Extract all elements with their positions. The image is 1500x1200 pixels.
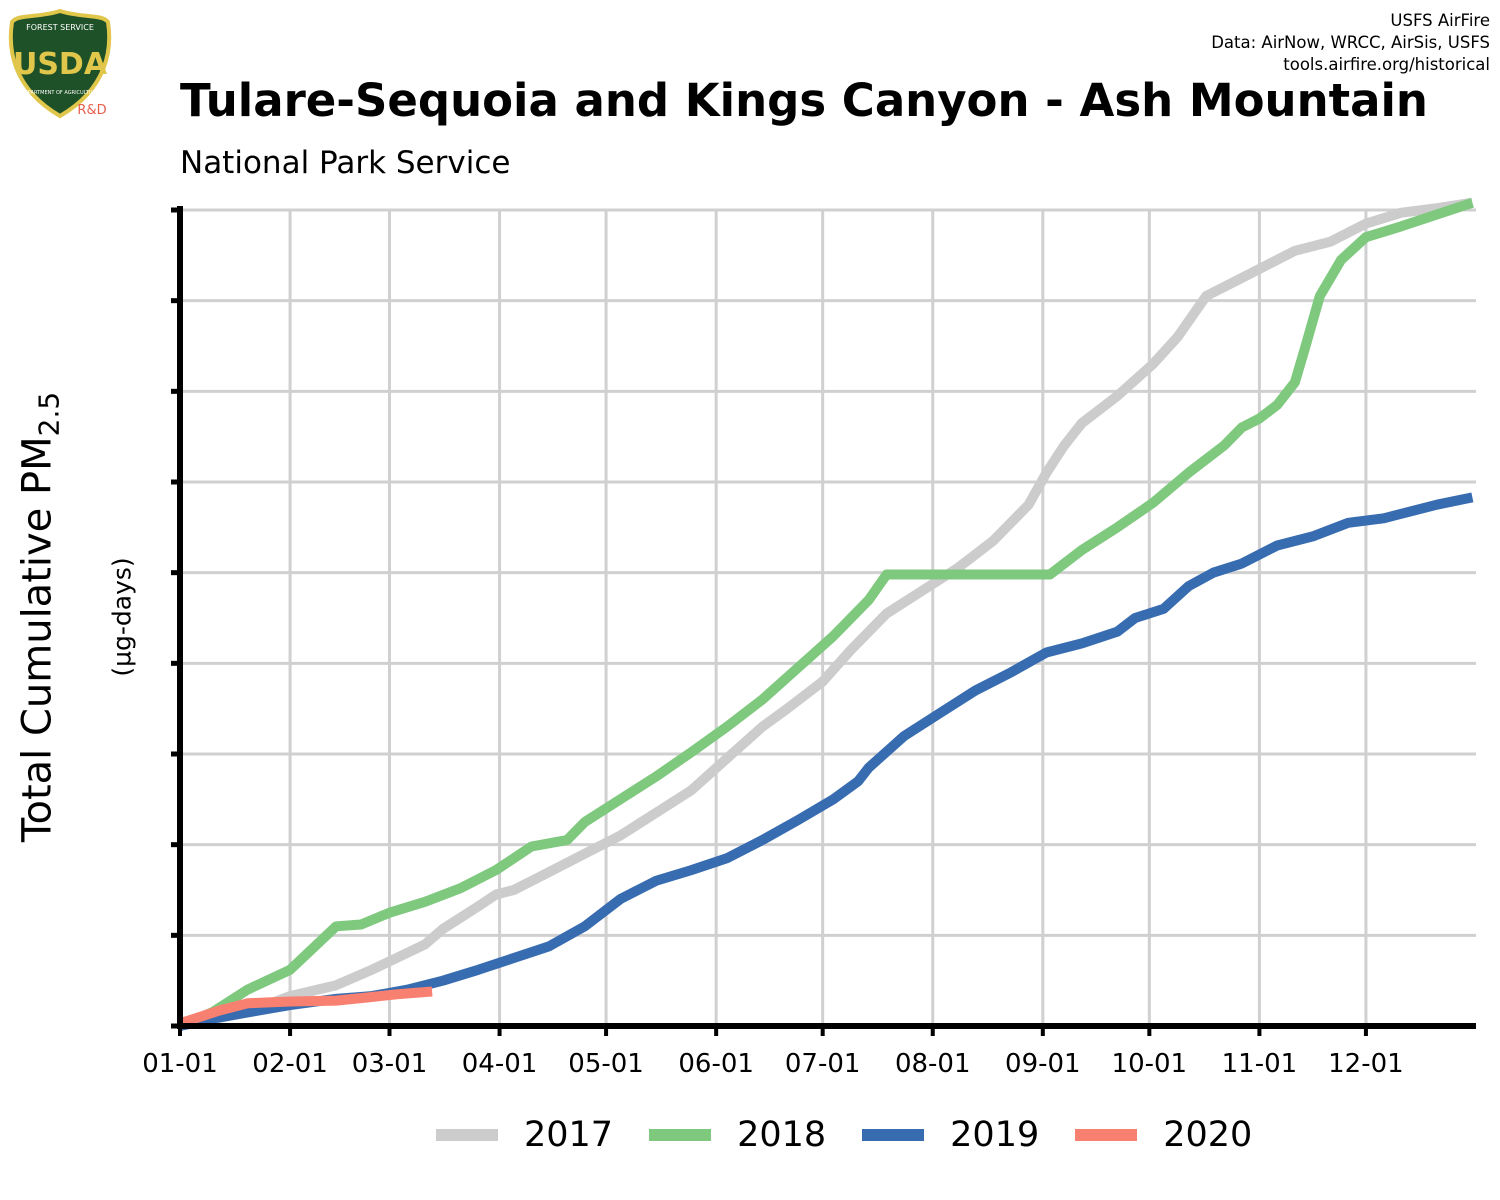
x-tick-label: 12-01 [1328, 1049, 1404, 1079]
x-tick-label: 08-01 [895, 1049, 971, 1079]
legend-item-2019: 2019 [862, 1115, 1039, 1155]
legend-item-2017: 2017 [436, 1115, 613, 1155]
series-line-2020 [178, 986, 433, 1029]
x-tick-label: 06-01 [678, 1049, 754, 1079]
legend-swatch [436, 1129, 498, 1141]
x-tick-label: 10-01 [1112, 1049, 1188, 1079]
data-series [178, 197, 1474, 1031]
legend-label: 2019 [950, 1115, 1040, 1155]
x-tick-label: 05-01 [568, 1049, 644, 1079]
credits-block: USFS AirFire Data: AirNow, WRCC, AirSis,… [1211, 10, 1490, 76]
usda-forest-service-logo: FOREST SERVICE USDA DEPARTMENT OF AGRICU… [8, 8, 112, 120]
gridlines [178, 208, 1476, 1028]
x-tick-label: 01-01 [142, 1049, 218, 1079]
chart-title: Tulare-Sequoia and Kings Canyon - Ash Mo… [180, 74, 1428, 127]
legend-label: 2017 [524, 1115, 614, 1155]
legend-item-2018: 2018 [649, 1115, 826, 1155]
credit-line-url: tools.airfire.org/historical [1283, 55, 1490, 74]
logo-shield-shape [8, 8, 112, 119]
logo-letters: USDA [13, 47, 108, 82]
axes: 01-01 02-01 03-01 04-01 05-01 06-01 07-01 08-01… [142, 206, 1476, 1079]
series-line-2019 [178, 492, 1474, 1031]
x-tick-label: 02-01 [252, 1049, 328, 1079]
x-tick-label: 11-01 [1222, 1049, 1298, 1079]
legend-item-2020: 2020 [1075, 1115, 1252, 1155]
series-line-2018 [178, 197, 1474, 1031]
logo-bottom-text: DEPARTMENT OF AGRICULTURE [21, 90, 99, 96]
legend-swatch [862, 1129, 925, 1141]
legend-label: 2020 [1163, 1115, 1253, 1155]
credit-line-airfire: USFS AirFire [1390, 11, 1490, 30]
legend-swatch [649, 1129, 712, 1141]
x-tick-label: 07-01 [785, 1049, 861, 1079]
logo-tag: R&D [77, 103, 106, 118]
x-tick-label: 04-01 [462, 1049, 538, 1079]
x-tick-label: 09-01 [1005, 1049, 1081, 1079]
legend-label: 2018 [737, 1115, 827, 1155]
legend-swatch [1075, 1129, 1138, 1141]
credit-line-data-sources: Data: AirNow, WRCC, AirSis, USFS [1211, 33, 1490, 52]
x-tick-label: 03-01 [352, 1049, 428, 1079]
logo-top-text: FOREST SERVICE [26, 23, 94, 32]
series-line-2017 [179, 197, 1474, 1031]
legend: 2017 2018 2019 2020 [436, 1113, 1288, 1157]
chart-subtitle: National Park Service [180, 145, 511, 181]
